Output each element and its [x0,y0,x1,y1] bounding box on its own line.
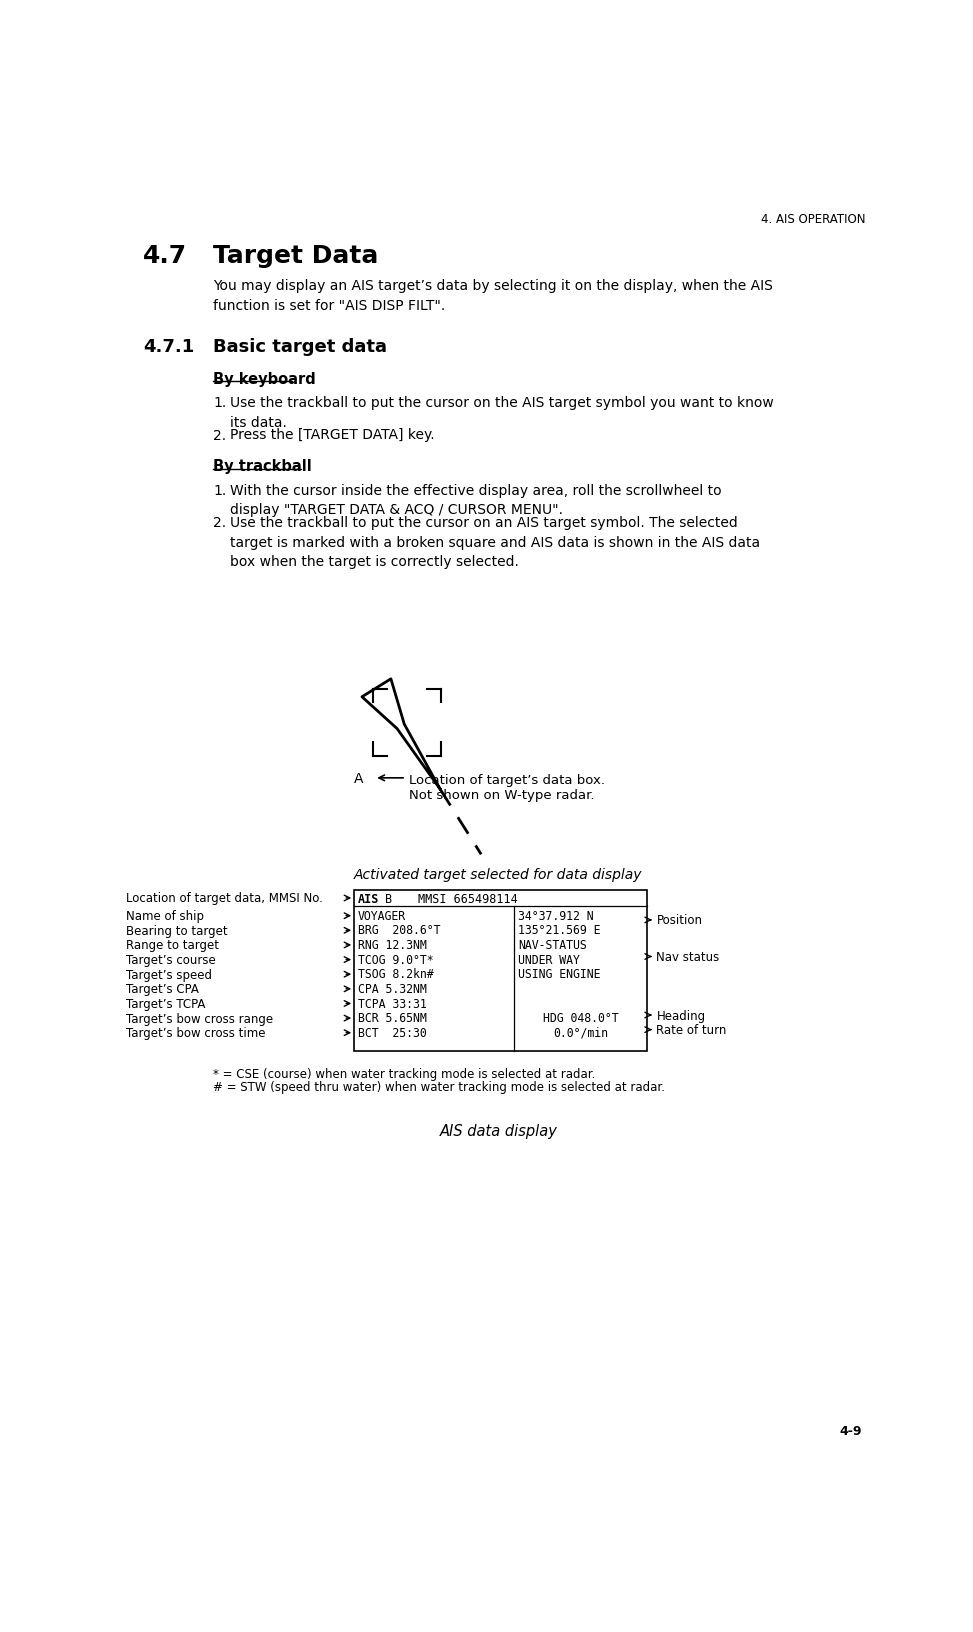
Text: 2.: 2. [213,516,226,530]
Text: By keyboard: By keyboard [213,372,316,387]
Text: 0.0°/min: 0.0°/min [553,1027,608,1040]
Text: 4. AIS OPERATION: 4. AIS OPERATION [761,212,866,225]
Text: HDG 048.0°T: HDG 048.0°T [543,1012,618,1025]
Text: 1.: 1. [213,483,227,498]
Text: 135°21.569 E: 135°21.569 E [519,924,601,937]
Text: 4.7: 4.7 [143,243,188,268]
Text: A: A [354,772,364,785]
Text: Target’s bow cross range: Target’s bow cross range [126,1012,272,1025]
Text: Range to target: Range to target [126,938,219,951]
Text: Location of target’s data box.
Not shown on W-type radar.: Location of target’s data box. Not shown… [410,774,605,801]
Text: 2.: 2. [213,428,226,442]
Text: MMSI 665498114: MMSI 665498114 [417,893,518,906]
Text: TCOG 9.0°T*: TCOG 9.0°T* [358,953,434,966]
Text: Position: Position [657,914,703,927]
Text: Rate of turn: Rate of turn [657,1023,727,1036]
Text: 4-9: 4-9 [840,1425,862,1438]
Text: With the cursor inside the effective display area, roll the scrollwheel to
displ: With the cursor inside the effective dis… [231,483,722,517]
Text: Activated target selected for data display: Activated target selected for data displ… [354,868,642,881]
Text: AIS: AIS [358,893,379,906]
Text: Target’s speed: Target’s speed [126,968,211,981]
Text: 4.7.1: 4.7.1 [143,338,195,356]
Text: Target’s CPA: Target’s CPA [126,982,198,996]
Text: Target’s course: Target’s course [126,953,215,966]
Text: Press the [TARGET DATA] key.: Press the [TARGET DATA] key. [231,428,435,442]
Text: By trackball: By trackball [213,459,311,473]
Text: VOYAGER: VOYAGER [358,909,406,922]
Text: TSOG 8.2kn#: TSOG 8.2kn# [358,968,434,981]
Text: Location of target data, MMSI No.: Location of target data, MMSI No. [126,893,322,904]
Text: Basic target data: Basic target data [213,338,387,356]
Bar [354,889,647,1051]
Text: # = STW (speed thru water) when water tracking mode is selected at radar.: # = STW (speed thru water) when water tr… [213,1080,666,1093]
Text: 1.: 1. [213,397,227,410]
Text: Heading: Heading [657,1009,705,1022]
Text: Use the trackball to put the cursor on an AIS target symbol. The selected
target: Use the trackball to put the cursor on a… [231,516,760,570]
Text: BCR 5.65NM: BCR 5.65NM [358,1012,427,1025]
Text: TCPA 33:31: TCPA 33:31 [358,997,427,1010]
Text: You may display an AIS target’s data by selecting it on the display, when the AI: You may display an AIS target’s data by … [213,279,773,312]
Text: Use the trackball to put the cursor on the AIS target symbol you want to know
it: Use the trackball to put the cursor on t… [231,397,774,429]
Text: Bearing to target: Bearing to target [126,924,227,937]
Text: AIS data display: AIS data display [440,1123,558,1138]
Text: B: B [385,893,392,906]
Text: Name of ship: Name of ship [126,909,203,922]
Text: CPA 5.32NM: CPA 5.32NM [358,982,427,996]
Text: * = CSE (course) when water tracking mode is selected at radar.: * = CSE (course) when water tracking mod… [213,1067,595,1080]
Text: Target Data: Target Data [213,243,378,268]
Text: Target’s TCPA: Target’s TCPA [126,997,205,1010]
Text: RNG 12.3NM: RNG 12.3NM [358,938,427,951]
Text: Target’s bow cross time: Target’s bow cross time [126,1027,265,1040]
Text: Nav status: Nav status [657,950,720,963]
Text: BCT  25:30: BCT 25:30 [358,1027,427,1040]
Text: BRG  208.6°T: BRG 208.6°T [358,924,441,937]
Text: NAV-STATUS: NAV-STATUS [519,938,587,951]
Text: UNDER WAY: UNDER WAY [519,953,580,966]
Text: USING ENGINE: USING ENGINE [519,968,601,981]
Text: 34°37.912 N: 34°37.912 N [519,909,595,922]
